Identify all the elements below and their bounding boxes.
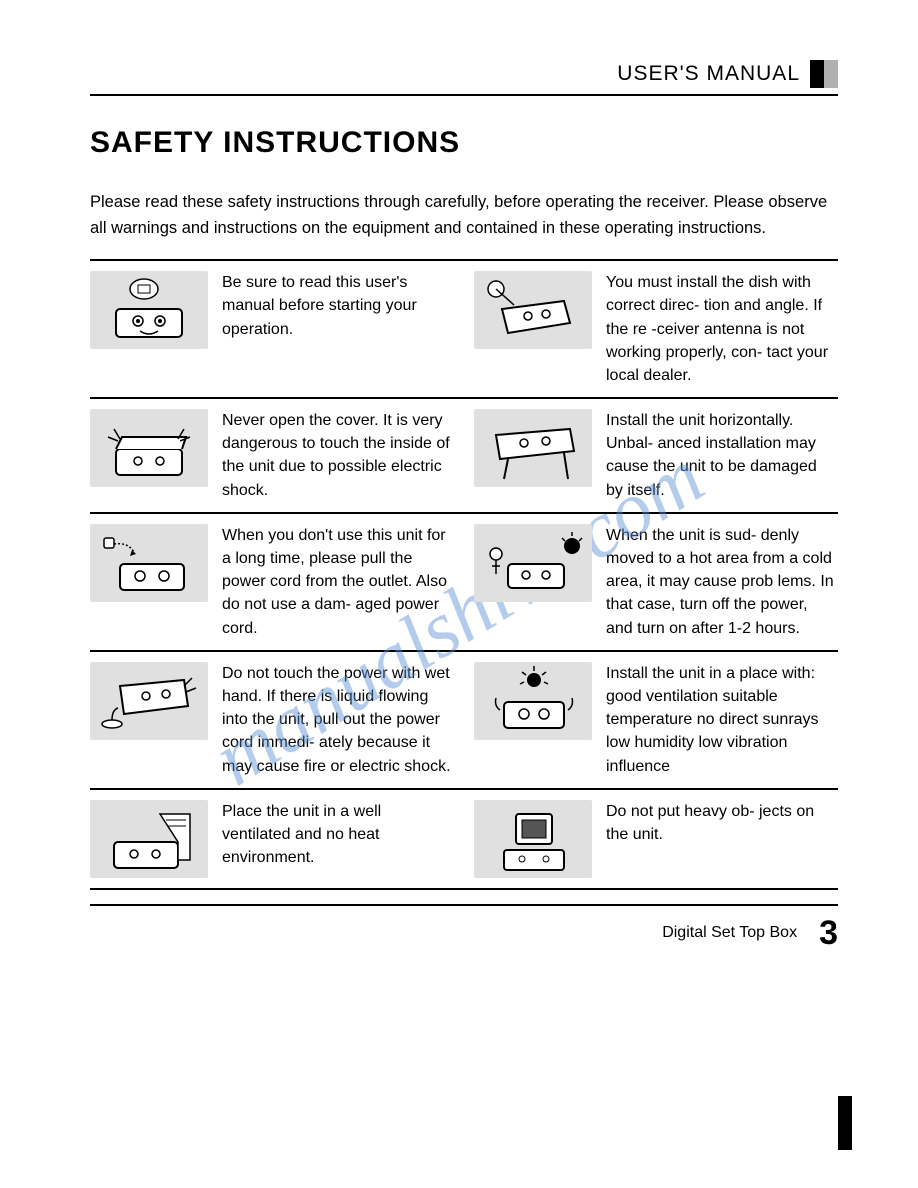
ventilation-icon <box>474 662 592 740</box>
instruction-row: Do not touch the power with wet hand. If… <box>90 650 838 788</box>
footer-label: Digital Set Top Box <box>662 924 797 942</box>
instruction-row: When you don't use this unit for a long … <box>90 512 838 650</box>
instruction-text: Install the unit in a place with: good v… <box>606 662 838 778</box>
instruction-row: Place the unit in a well ventilated and … <box>90 788 838 890</box>
header-black-block <box>810 60 824 88</box>
instruction-row: Never open the cover. It is very dangero… <box>90 397 838 512</box>
instruction-cell: Install the unit in a place with: good v… <box>474 662 838 778</box>
intro-paragraph: Please read these safety instructions th… <box>90 190 838 241</box>
instruction-rows: Be sure to read this user's manual befor… <box>90 259 838 890</box>
instruction-cell: When you don't use this unit for a long … <box>90 524 454 640</box>
instruction-text: You must install the dish with correct d… <box>606 271 838 387</box>
instruction-text: Never open the cover. It is very dangero… <box>222 409 454 502</box>
instruction-cell: Do not put heavy ob- jects on the unit. <box>474 800 838 878</box>
ventilated-place-icon <box>90 800 208 878</box>
no-heavy-objects-icon <box>474 800 592 878</box>
instruction-cell: Be sure to read this user's manual befor… <box>90 271 454 387</box>
instruction-cell: You must install the dish with correct d… <box>474 271 838 387</box>
instruction-cell: Place the unit in a well ventilated and … <box>90 800 454 878</box>
instruction-cell: Do not touch the power with wet hand. If… <box>90 662 454 778</box>
instruction-text: When you don't use this unit for a long … <box>222 524 454 640</box>
instruction-cell: Never open the cover. It is very dangero… <box>90 409 454 502</box>
page-title: SAFETY INSTRUCTIONS <box>90 126 838 160</box>
horizontal-install-icon <box>474 409 592 487</box>
no-open-cover-icon <box>90 409 208 487</box>
instruction-text: Do not touch the power with wet hand. If… <box>222 662 454 778</box>
instruction-text: Place the unit in a well ventilated and … <box>222 800 454 870</box>
manual-read-icon <box>90 271 208 349</box>
header-gray-block <box>824 60 838 88</box>
unplug-icon <box>90 524 208 602</box>
dish-install-icon <box>474 271 592 349</box>
instruction-text: Be sure to read this user's manual befor… <box>222 271 454 341</box>
footer-black-block <box>838 1096 852 1150</box>
instruction-cell: When the unit is sud- denly moved to a h… <box>474 524 838 640</box>
instruction-row: Be sure to read this user's manual befor… <box>90 259 838 397</box>
instruction-cell: Install the unit horizontally. Unbal- an… <box>474 409 838 502</box>
page-number: 3 <box>819 914 838 953</box>
header-bar: USER'S MANUAL <box>90 60 838 96</box>
instruction-text: Install the unit horizontally. Unbal- an… <box>606 409 838 502</box>
instruction-text: Do not put heavy ob- jects on the unit. <box>606 800 838 846</box>
wet-hand-icon <box>90 662 208 740</box>
instruction-text: When the unit is sud- denly moved to a h… <box>606 524 838 640</box>
header-label: USER'S MANUAL <box>617 62 800 86</box>
page-footer: Digital Set Top Box 3 <box>90 904 838 953</box>
temperature-change-icon <box>474 524 592 602</box>
